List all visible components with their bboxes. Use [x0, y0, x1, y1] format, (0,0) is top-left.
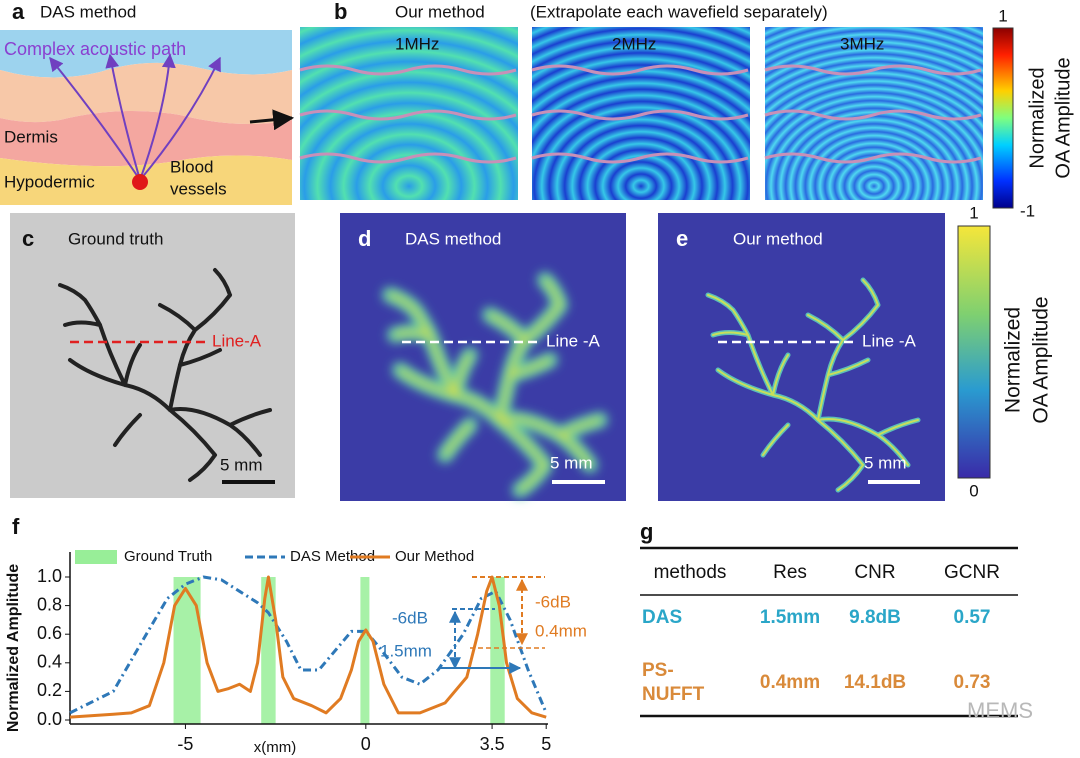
y-tick-label: 0.6 — [37, 623, 62, 643]
x-axis-label: x(mm) — [254, 739, 296, 756]
frequency-label: 1MHz — [395, 34, 439, 53]
legend-label: Ground Truth — [124, 548, 212, 565]
frequency-label: 3MHz — [840, 34, 884, 53]
panel-label: b — [334, 0, 347, 24]
arrow — [249, 109, 295, 131]
table-cell: PS- — [642, 660, 674, 681]
x-tick-label: -5 — [177, 734, 193, 754]
layer-label: Dermis — [4, 127, 58, 146]
legend-label: DAS Method — [290, 548, 375, 565]
legend-swatch — [75, 550, 117, 564]
layer-epidermis — [0, 62, 292, 124]
table-cell: 0.4mm — [760, 672, 820, 693]
panel-e: e Our method Line -A 5 mm 1 0 Normalized… — [658, 203, 1053, 501]
table-header: CNR — [854, 562, 895, 583]
vessel-label: Blood — [170, 157, 213, 176]
panel-f: f 0.0 0.2 0.4 0.6 0.8 1.0 -5 0 3.5 5 x(mm) Normaliz… — [5, 514, 587, 756]
line-label: Line -A — [546, 331, 601, 350]
acoustic-paths — [49, 53, 221, 181]
colorbar-min: 0 — [969, 481, 978, 500]
table-cell: 0.57 — [954, 607, 991, 628]
colorbar-max: 1 — [998, 6, 1007, 25]
panel-label: d — [358, 226, 371, 251]
annotation: -6dB — [535, 592, 571, 611]
table-cell: 0.73 — [954, 672, 991, 693]
scale-label: 5 mm — [864, 453, 907, 472]
y-tick-label: 1.0 — [37, 566, 62, 586]
y-tick-label: 0.2 — [37, 680, 62, 700]
panel-label: c — [22, 226, 34, 251]
ground-truth-band — [261, 577, 276, 724]
image-background — [10, 213, 295, 498]
panel-title: Ground truth — [68, 229, 163, 248]
table-cell: 14.1dB — [844, 672, 906, 693]
x-tick-label: 3.5 — [480, 734, 505, 754]
vessel-label: vessels — [170, 179, 227, 198]
table-cell: DAS — [642, 607, 682, 628]
y-axis-label: Normalized Amplitude — [5, 564, 22, 732]
panel-g: g methods Res CNR GCNR DAS 1.5mm 9.8dB 0.57 PS- N… — [640, 519, 1018, 718]
annotation: 1.5mm — [380, 641, 432, 660]
table-header: Res — [773, 562, 807, 583]
panel-label: g — [640, 519, 653, 544]
layer-boundaries — [299, 64, 982, 164]
blood-vessel — [132, 174, 148, 190]
table-header: GCNR — [944, 562, 1000, 583]
panel-a: a DAS method Complex acoustic path Dermi… — [0, 0, 295, 205]
table-cell: 9.8dB — [849, 607, 901, 628]
colorbar-min: -1 — [1020, 201, 1035, 220]
watermark: MEMS — [967, 698, 1033, 723]
table-cell: NUFFT — [642, 684, 705, 705]
ground-truth-band — [360, 577, 370, 724]
annotation: -6dB — [392, 608, 428, 627]
data-line — [69, 575, 547, 719]
scale-label: 5 mm — [550, 453, 593, 472]
y-tick-label: 0.8 — [37, 594, 62, 614]
panel-b: b Our method (Extrapolate each wavefield… — [299, 0, 1074, 220]
panel-title: Our method — [395, 2, 485, 21]
panel-title: DAS method — [405, 229, 501, 248]
panel-title: DAS method — [40, 2, 136, 21]
fwhm-annotations: -6dB 1.5mm -6dB 0.4mm — [380, 576, 587, 674]
panel-d: d DAS method Line -A 5 mm — [340, 213, 626, 501]
data-line — [69, 575, 548, 715]
colorbar-max: 1 — [969, 203, 978, 222]
annotation: 0.4mm — [535, 621, 587, 640]
colorbar-title: Normalized — [1002, 307, 1025, 413]
x-tick-label: 5 — [541, 734, 551, 754]
line-label: Line -A — [862, 331, 917, 350]
y-tick-label: 0.0 — [37, 709, 62, 729]
colorbar — [957, 225, 991, 479]
line-label: Line-A — [212, 331, 262, 350]
panel-label: e — [676, 226, 688, 251]
table-cell: 1.5mm — [760, 607, 820, 628]
layer-label: Hypodermic — [4, 172, 95, 191]
legend-label: Our Method — [395, 548, 474, 565]
table-header: methods — [654, 562, 727, 583]
y-tick-label: 0.4 — [37, 652, 62, 672]
layer-dermis — [0, 111, 292, 167]
colorbar-title: Normalized — [1026, 67, 1048, 168]
panel-c: c Ground truth Line-A 5 mm — [10, 213, 295, 498]
panel-subtitle: (Extrapolate each wavefield separately) — [530, 2, 828, 21]
scale-label: 5 mm — [220, 455, 263, 474]
frequency-label: 2MHz — [612, 34, 656, 53]
colorbar-title: OA Amplitude — [1052, 57, 1074, 178]
panel-label: a — [12, 0, 25, 24]
path-label: Complex acoustic path — [4, 39, 186, 59]
panel-title: Our method — [733, 229, 823, 248]
colorbar-title: OA Amplitude — [1030, 296, 1053, 423]
colorbar — [992, 27, 1014, 209]
panel-label: f — [12, 514, 20, 539]
x-tick-label: 0 — [361, 734, 371, 754]
